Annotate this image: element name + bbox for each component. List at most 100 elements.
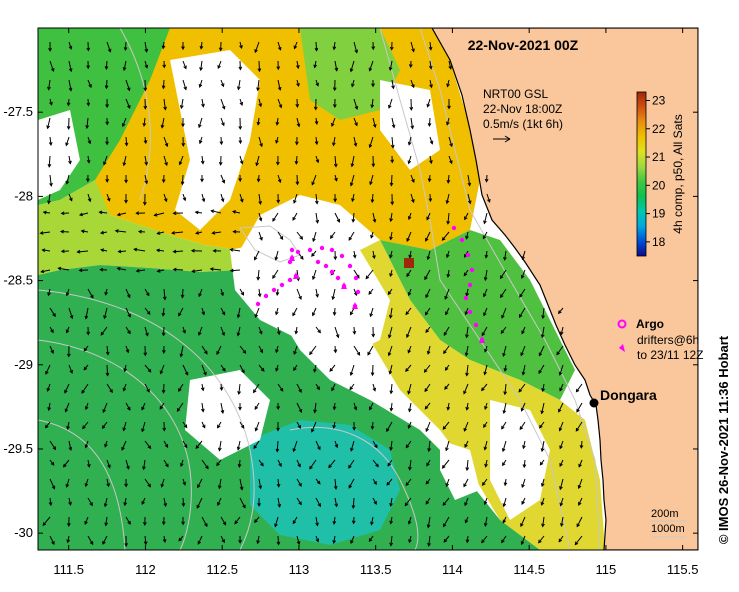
current-arrow [465,288,469,297]
current-arrow [540,440,545,453]
current-arrow [294,136,299,146]
current-arrow [277,98,283,109]
current-arrow [253,440,260,450]
drifters-label-1: drifters@6h [637,333,699,347]
current-arrow [124,535,128,548]
current-arrow [331,117,336,127]
current-arrow [65,174,70,185]
current-arrow [315,383,320,391]
current-arrow [179,345,184,358]
current-arrow [313,60,317,69]
current-arrow [198,79,203,89]
current-arrow [315,516,319,527]
current-arrow [446,174,451,184]
current-arrow [237,79,241,91]
current-arrow [83,364,89,371]
current-arrow [172,267,184,272]
current-arrow [161,326,166,337]
current-arrow [464,516,469,524]
current-arrow [578,459,583,468]
y-tick-label: -28 [14,188,33,203]
current-arrow [445,307,450,316]
current-arrow [445,193,450,205]
current-arrow [161,79,166,90]
current-arrow [500,326,507,335]
current-arrow [124,194,128,204]
current-arrow [312,269,317,281]
current-arrow [296,535,301,546]
current-arrow [163,155,168,167]
current-arrow [84,307,89,320]
current-arrow [258,212,263,222]
current-arrow [198,288,203,298]
current-arrow [277,79,282,91]
current-arrow [141,402,146,411]
current-arrow [125,326,131,335]
current-arrow [464,440,469,448]
current-arrow [102,402,108,414]
current-arrow [220,98,226,110]
current-arrow [181,118,185,128]
current-arrow [407,136,412,146]
current-arrow [105,364,110,377]
current-arrow [559,459,564,468]
current-arrow [389,212,393,223]
drifter-point [467,309,473,315]
colorbar-ticks: 23 22 21 20 19 18 [646,93,666,249]
current-arrow [144,288,150,297]
current-arrow [123,41,128,52]
current-arrow [143,136,148,145]
drifter-point [287,277,293,283]
current-arrow [501,421,507,430]
current-arrow [441,459,450,469]
current-arrow [254,402,260,411]
current-arrow [482,231,488,240]
current-arrow [314,117,319,126]
current-arrow [277,231,284,240]
current-arrow [520,402,526,412]
land-mass [431,28,698,550]
current-arrow [312,231,317,243]
current-arrow [114,229,127,233]
current-arrow [408,402,412,413]
current-arrow [257,288,262,298]
current-arrow [49,478,56,490]
current-arrow [559,440,564,450]
current-arrow [558,402,564,413]
current-arrow [180,288,185,299]
sst-light-green-patch [300,28,400,120]
current-arrow [427,117,432,128]
current-arrow [239,478,244,491]
current-arrow [239,41,243,49]
current-arrow [406,231,412,242]
current-arrow [49,307,56,318]
current-arrow [64,383,70,394]
current-arrow [220,516,227,526]
current-arrow [100,248,108,252]
current-arrow [557,307,564,315]
current-arrow [156,269,165,273]
current-arrow [254,307,260,318]
current-arrow [407,516,412,525]
current-arrow [332,79,337,92]
current-arrow [576,402,583,413]
current-arrow [49,98,53,106]
drifter-point [465,252,471,258]
current-arrow [121,117,127,128]
current-arrow [65,478,70,488]
current-arrow [387,326,393,339]
current-arrow [201,459,209,470]
current-arrow [67,516,71,527]
current-arrow [201,516,208,528]
current-arrow [311,174,317,186]
current-arrow [105,117,110,126]
current-arrow [122,155,127,167]
cloud-patch-1 [170,50,260,230]
current-arrow [424,402,431,410]
current-arrow [209,267,222,272]
current-arrow [220,174,226,184]
current-arrow [161,383,166,394]
current-arrow [352,250,357,259]
current-arrow [387,288,393,296]
current-arrow [352,421,357,431]
